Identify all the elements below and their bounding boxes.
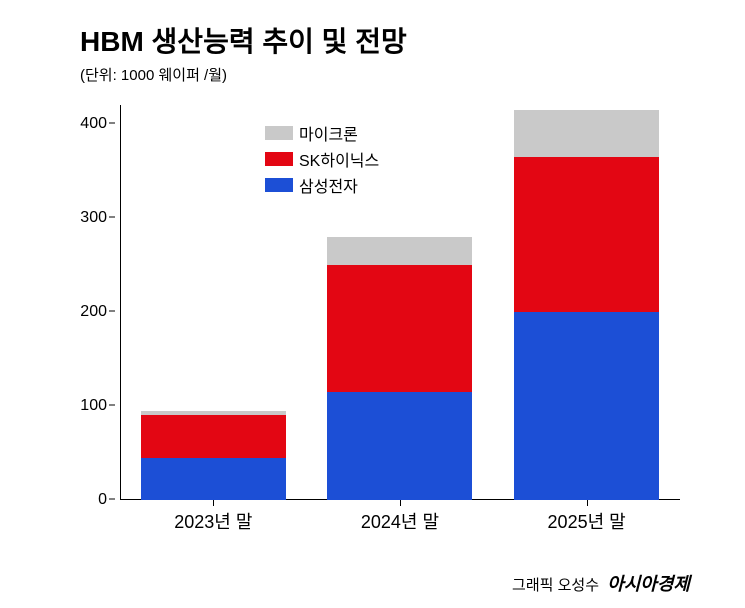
legend: 마이크론SK하이닉스삼성전자 (255, 115, 389, 205)
legend-label: 삼성전자 (299, 173, 358, 197)
y-tick-mark (109, 216, 115, 217)
y-tick-mark (109, 310, 115, 311)
bar-group (514, 110, 659, 500)
x-tick-mark (587, 500, 588, 506)
bar-segment (327, 265, 472, 392)
legend-item: SK하이닉스 (265, 147, 379, 171)
legend-label: SK하이닉스 (299, 147, 379, 171)
y-tick-mark (109, 404, 115, 405)
legend-swatch (265, 126, 293, 140)
legend-swatch (265, 178, 293, 192)
x-tick-mark (213, 500, 214, 506)
x-axis-labels: 2023년 말 2024년 말 2025년 말 (120, 508, 680, 534)
bar-segment (514, 110, 659, 157)
credit-line: 그래픽 오성수 아시아경제 (512, 570, 690, 596)
y-tick-mark (109, 122, 115, 123)
bar-segment (514, 312, 659, 500)
legend-item: 삼성전자 (265, 173, 379, 197)
x-tick-label: 2025년 말 (514, 508, 659, 534)
y-tick-label: 100 (80, 397, 107, 415)
bar-segment (141, 415, 286, 457)
legend-label: 마이크론 (299, 121, 358, 145)
y-tick-label: 300 (80, 209, 107, 227)
chart-title: HBM 생산능력 추이 및 전망 (80, 20, 680, 60)
bar-group (327, 237, 472, 500)
legend-swatch (265, 152, 293, 166)
bar-segment (327, 237, 472, 265)
x-tick-label: 2024년 말 (327, 508, 472, 534)
bar-segment (327, 392, 472, 500)
bar-segment (141, 458, 286, 500)
y-tick-label: 0 (98, 491, 107, 509)
y-tick-label: 200 (80, 303, 107, 321)
bar-group (141, 411, 286, 500)
plot-area: 0100200300400 마이크론SK하이닉스삼성전자 (120, 105, 680, 500)
x-tick-mark (400, 500, 401, 506)
bars-container (120, 105, 680, 500)
hbm-capacity-chart: HBM 생산능력 추이 및 전망 (단위: 1000 웨이퍼 /월) 01002… (80, 20, 680, 550)
credit-brand: 아시아경제 (607, 574, 690, 594)
x-tick-label: 2023년 말 (141, 508, 286, 534)
chart-subtitle: (단위: 1000 웨이퍼 /월) (80, 64, 680, 85)
y-tick-mark (109, 499, 115, 500)
bar-segment (514, 157, 659, 312)
legend-item: 마이크론 (265, 121, 379, 145)
credit-text: 그래픽 오성수 (512, 577, 599, 594)
y-axis: 0100200300400 (75, 105, 115, 500)
y-tick-label: 400 (80, 115, 107, 133)
